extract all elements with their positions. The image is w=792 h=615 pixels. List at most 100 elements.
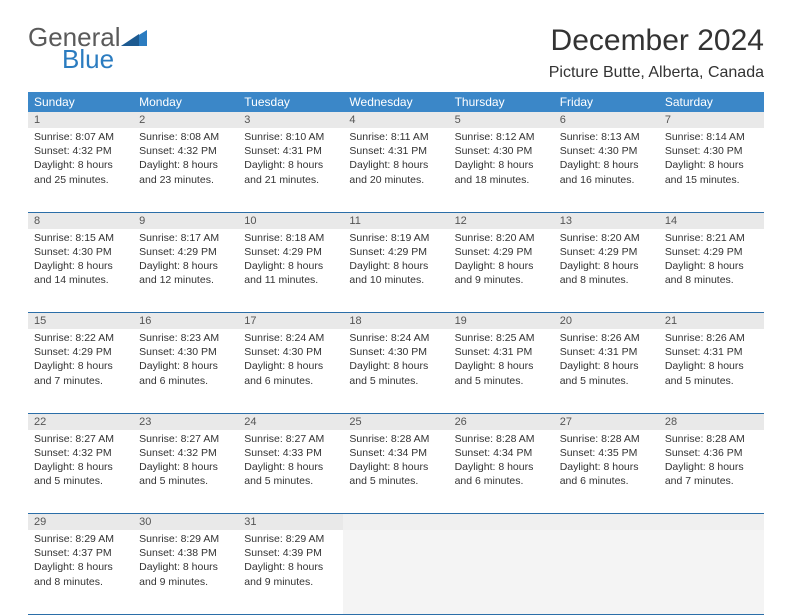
- daylight-text: Daylight: 8 hours: [139, 158, 232, 172]
- daylight-text: Daylight: 8 hours: [244, 560, 337, 574]
- daylight-text: and 5 minutes.: [349, 474, 442, 488]
- day-number-row: 891011121314: [28, 212, 764, 229]
- daylight-text: Daylight: 8 hours: [139, 359, 232, 373]
- day-number-cell: 24: [238, 413, 343, 430]
- day-cell: Sunrise: 8:28 AMSunset: 4:35 PMDaylight:…: [554, 430, 659, 514]
- day-content: Sunrise: 8:20 AMSunset: 4:29 PMDaylight:…: [554, 229, 659, 294]
- day-number-cell: [659, 514, 764, 531]
- sunrise-text: Sunrise: 8:29 AM: [139, 532, 232, 546]
- daylight-text: and 8 minutes.: [34, 575, 127, 589]
- daylight-text: and 11 minutes.: [244, 273, 337, 287]
- sunset-text: Sunset: 4:31 PM: [349, 144, 442, 158]
- daylight-text: Daylight: 8 hours: [34, 259, 127, 273]
- sunset-text: Sunset: 4:32 PM: [139, 144, 232, 158]
- calendar-week-row: Sunrise: 8:29 AMSunset: 4:37 PMDaylight:…: [28, 530, 764, 614]
- day-number-cell: 29: [28, 514, 133, 531]
- daylight-text: and 9 minutes.: [455, 273, 548, 287]
- daylight-text: Daylight: 8 hours: [455, 259, 548, 273]
- day-number-cell: 30: [133, 514, 238, 531]
- daylight-text: and 5 minutes.: [455, 374, 548, 388]
- sunset-text: Sunset: 4:29 PM: [34, 345, 127, 359]
- day-cell: Sunrise: 8:26 AMSunset: 4:31 PMDaylight:…: [554, 329, 659, 413]
- daylight-text: Daylight: 8 hours: [455, 460, 548, 474]
- day-number-cell: 21: [659, 313, 764, 330]
- day-cell: Sunrise: 8:28 AMSunset: 4:34 PMDaylight:…: [343, 430, 448, 514]
- sunset-text: Sunset: 4:32 PM: [139, 446, 232, 460]
- day-cell: Sunrise: 8:29 AMSunset: 4:39 PMDaylight:…: [238, 530, 343, 614]
- sunrise-text: Sunrise: 8:17 AM: [139, 231, 232, 245]
- day-number-cell: 28: [659, 413, 764, 430]
- day-cell: [449, 530, 554, 614]
- logo-triangle-icon: [121, 26, 147, 46]
- sunrise-text: Sunrise: 8:22 AM: [34, 331, 127, 345]
- day-number-cell: [343, 514, 448, 531]
- daylight-text: Daylight: 8 hours: [560, 259, 653, 273]
- daylight-text: and 10 minutes.: [349, 273, 442, 287]
- day-number-cell: 4: [343, 112, 448, 128]
- day-content: Sunrise: 8:23 AMSunset: 4:30 PMDaylight:…: [133, 329, 238, 394]
- sunrise-text: Sunrise: 8:18 AM: [244, 231, 337, 245]
- sunrise-text: Sunrise: 8:08 AM: [139, 130, 232, 144]
- day-number-cell: 8: [28, 212, 133, 229]
- page-header: General Blue December 2024 Picture Butte…: [28, 24, 764, 82]
- sunset-text: Sunset: 4:34 PM: [349, 446, 442, 460]
- day-cell: [659, 530, 764, 614]
- day-content: Sunrise: 8:24 AMSunset: 4:30 PMDaylight:…: [238, 329, 343, 394]
- daylight-text: and 23 minutes.: [139, 173, 232, 187]
- day-number-cell: 16: [133, 313, 238, 330]
- sunrise-text: Sunrise: 8:29 AM: [244, 532, 337, 546]
- calendar-week-row: Sunrise: 8:07 AMSunset: 4:32 PMDaylight:…: [28, 128, 764, 212]
- sunrise-text: Sunrise: 8:21 AM: [665, 231, 758, 245]
- sunset-text: Sunset: 4:31 PM: [244, 144, 337, 158]
- day-content: Sunrise: 8:19 AMSunset: 4:29 PMDaylight:…: [343, 229, 448, 294]
- day-number-cell: 1: [28, 112, 133, 128]
- day-number-row: 15161718192021: [28, 313, 764, 330]
- day-cell: [554, 530, 659, 614]
- day-number-cell: 22: [28, 413, 133, 430]
- sunset-text: Sunset: 4:39 PM: [244, 546, 337, 560]
- day-cell: Sunrise: 8:20 AMSunset: 4:29 PMDaylight:…: [554, 229, 659, 313]
- day-content: Sunrise: 8:28 AMSunset: 4:34 PMDaylight:…: [343, 430, 448, 495]
- sunset-text: Sunset: 4:29 PM: [139, 245, 232, 259]
- day-content: Sunrise: 8:22 AMSunset: 4:29 PMDaylight:…: [28, 329, 133, 394]
- sunrise-text: Sunrise: 8:15 AM: [34, 231, 127, 245]
- day-content: Sunrise: 8:28 AMSunset: 4:36 PMDaylight:…: [659, 430, 764, 495]
- daylight-text: Daylight: 8 hours: [34, 359, 127, 373]
- daylight-text: Daylight: 8 hours: [349, 158, 442, 172]
- calendar-table: Sunday Monday Tuesday Wednesday Thursday…: [28, 92, 764, 615]
- day-cell: Sunrise: 8:15 AMSunset: 4:30 PMDaylight:…: [28, 229, 133, 313]
- day-cell: Sunrise: 8:27 AMSunset: 4:33 PMDaylight:…: [238, 430, 343, 514]
- day-number-cell: 23: [133, 413, 238, 430]
- daylight-text: Daylight: 8 hours: [455, 158, 548, 172]
- day-content: Sunrise: 8:28 AMSunset: 4:34 PMDaylight:…: [449, 430, 554, 495]
- day-number-row: 293031: [28, 514, 764, 531]
- day-number-cell: 31: [238, 514, 343, 531]
- day-content: Sunrise: 8:15 AMSunset: 4:30 PMDaylight:…: [28, 229, 133, 294]
- daylight-text: Daylight: 8 hours: [244, 460, 337, 474]
- sunrise-text: Sunrise: 8:19 AM: [349, 231, 442, 245]
- sunrise-text: Sunrise: 8:27 AM: [139, 432, 232, 446]
- day-number-cell: 12: [449, 212, 554, 229]
- day-cell: Sunrise: 8:25 AMSunset: 4:31 PMDaylight:…: [449, 329, 554, 413]
- daylight-text: Daylight: 8 hours: [244, 359, 337, 373]
- day-content: Sunrise: 8:18 AMSunset: 4:29 PMDaylight:…: [238, 229, 343, 294]
- daylight-text: and 8 minutes.: [665, 273, 758, 287]
- sunrise-text: Sunrise: 8:12 AM: [455, 130, 548, 144]
- daylight-text: Daylight: 8 hours: [244, 158, 337, 172]
- sunset-text: Sunset: 4:31 PM: [455, 345, 548, 359]
- day-number-cell: [449, 514, 554, 531]
- daylight-text: and 5 minutes.: [560, 374, 653, 388]
- day-number-cell: 6: [554, 112, 659, 128]
- sunrise-text: Sunrise: 8:14 AM: [665, 130, 758, 144]
- daylight-text: and 15 minutes.: [665, 173, 758, 187]
- sunset-text: Sunset: 4:30 PM: [139, 345, 232, 359]
- day-content: Sunrise: 8:20 AMSunset: 4:29 PMDaylight:…: [449, 229, 554, 294]
- sunrise-text: Sunrise: 8:28 AM: [349, 432, 442, 446]
- daylight-text: Daylight: 8 hours: [665, 359, 758, 373]
- day-cell: Sunrise: 8:13 AMSunset: 4:30 PMDaylight:…: [554, 128, 659, 212]
- sunset-text: Sunset: 4:31 PM: [665, 345, 758, 359]
- daylight-text: and 6 minutes.: [455, 474, 548, 488]
- sunset-text: Sunset: 4:31 PM: [560, 345, 653, 359]
- daylight-text: and 5 minutes.: [349, 374, 442, 388]
- day-content: Sunrise: 8:14 AMSunset: 4:30 PMDaylight:…: [659, 128, 764, 193]
